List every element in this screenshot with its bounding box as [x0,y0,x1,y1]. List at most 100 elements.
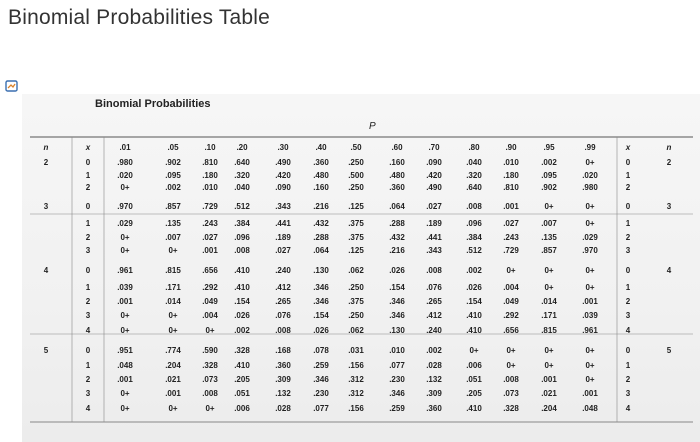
p-label: P [369,121,376,132]
row-x-label: 1 [625,283,631,292]
table-title: Binomial Probabilities [95,98,211,110]
probability-cell: .039 [582,311,598,320]
row-n-label: 4 [43,266,49,275]
probability-cell: .189 [426,219,442,228]
column-header: .60 [391,143,403,152]
probability-cell: .216 [389,246,405,255]
probability-cell: .810 [503,183,519,192]
probability-cell: 0+ [168,326,178,335]
row-x-label: 4 [625,404,631,413]
row-x-label: 0 [625,346,631,355]
probability-cell: .062 [348,266,364,275]
probability-cell: .027 [275,246,291,255]
probability-cell: .360 [275,361,291,370]
probability-cell: .774 [165,346,181,355]
probability-cell: .360 [426,404,442,413]
column-header: .40 [315,143,327,152]
probability-cell: .001 [541,375,557,384]
probability-cell: .410 [466,326,482,335]
probability-cell: .320 [466,171,482,180]
probability-cell: .002 [466,266,482,275]
row-x-label: 1 [85,171,91,180]
probability-cell: .656 [202,266,218,275]
probability-cell: .014 [541,297,557,306]
column-header: .05 [167,143,179,152]
probability-cell: .039 [117,283,133,292]
probability-cell: .250 [348,158,364,167]
row-x-label: 3 [85,389,91,398]
row-x-label: 2 [625,233,631,242]
probability-cell: .292 [503,311,519,320]
probability-cell: .021 [541,389,557,398]
page-title: Binomial Probabilities Table [8,6,271,29]
probability-cell: .026 [389,266,405,275]
probability-cell: .125 [348,246,364,255]
probability-cell: .309 [426,389,442,398]
probability-cell: .171 [165,283,181,292]
probability-cell: .027 [202,233,218,242]
probability-cell: .014 [165,297,181,306]
probability-cell: .970 [117,202,133,211]
probability-cell: .410 [466,404,482,413]
column-header: .01 [119,143,131,152]
probability-cell: .001 [582,389,598,398]
probability-cell: .410 [466,311,482,320]
probability-cell: .130 [389,326,405,335]
table-photo [22,94,700,442]
row-n-label: 3 [666,202,672,211]
probability-cell: 0+ [469,346,479,355]
probability-cell: .154 [389,283,405,292]
row-x-label: 2 [85,375,91,384]
probability-cell: 0+ [506,346,516,355]
probability-cell: 0+ [585,346,595,355]
probability-cell: .265 [275,297,291,306]
probability-cell: .857 [541,246,557,255]
probability-cell: 0+ [506,266,516,275]
probability-cell: .026 [234,311,250,320]
probability-cell: .320 [234,171,250,180]
probability-cell: .006 [234,404,250,413]
expand-image-icon[interactable] [5,80,18,92]
row-n-label: 3 [43,202,49,211]
probability-cell: .007 [165,233,181,242]
probability-cell: .288 [389,219,405,228]
probability-cell: .420 [275,171,291,180]
probability-cell: .375 [348,297,364,306]
probability-cell: .029 [117,219,133,228]
probability-cell: .265 [426,297,442,306]
probability-cell: .480 [389,171,405,180]
probability-cell: .815 [165,266,181,275]
probability-cell: .230 [313,389,329,398]
row-x-label: 0 [625,158,631,167]
probability-cell: .007 [541,219,557,228]
row-x-label: 3 [85,246,91,255]
probability-cell: 0+ [120,404,130,413]
probability-cell: .312 [348,375,364,384]
probability-cell: .135 [541,233,557,242]
probability-cell: .020 [117,171,133,180]
probability-cell: .051 [466,375,482,384]
probability-cell: .490 [275,158,291,167]
probability-cell: .432 [389,233,405,242]
probability-cell: .490 [426,183,442,192]
probability-cell: .008 [466,202,482,211]
probability-cell: .001 [503,202,519,211]
probability-cell: .961 [117,266,133,275]
probability-cell: 0+ [585,202,595,211]
probability-cell: .729 [503,246,519,255]
probability-cell: .375 [348,233,364,242]
column-header: .70 [428,143,440,152]
probability-cell: .051 [234,389,250,398]
probability-cell: .259 [313,361,329,370]
probability-cell: .027 [503,219,519,228]
probability-cell: .312 [348,389,364,398]
probability-cell: .410 [234,283,250,292]
probability-cell: .961 [582,326,598,335]
probability-cell: .432 [313,219,329,228]
probability-cell: .343 [275,202,291,211]
column-header: .90 [505,143,517,152]
probability-cell: .160 [389,158,405,167]
probability-cell: .090 [426,158,442,167]
probability-cell: .020 [582,171,598,180]
